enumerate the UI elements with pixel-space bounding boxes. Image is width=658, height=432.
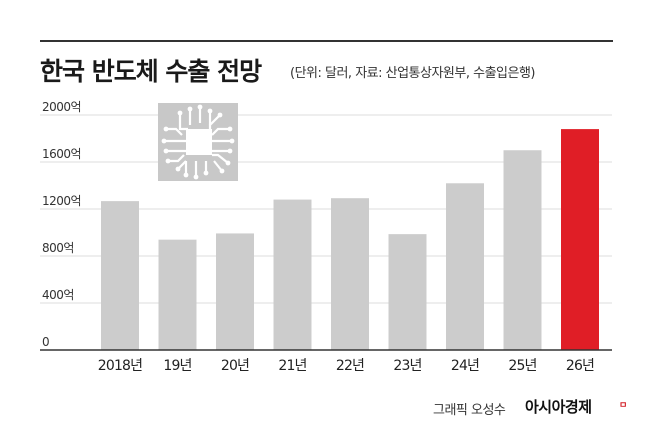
x-category-label: 22년 (336, 358, 364, 374)
bar (158, 239, 197, 350)
microchip-icon (158, 103, 238, 181)
y-tick-labels: 0 400억 800억 1200억 1600억 2000억 (42, 100, 82, 349)
chart-title: 한국 반도체 수출 전망 (40, 57, 262, 86)
chart-subtitle: (단위: 달러, 자료: 산업통상자원부, 수출입은행) (290, 66, 535, 81)
x-category-label: 19년 (163, 358, 191, 374)
bar (446, 183, 484, 350)
bars (101, 129, 599, 350)
x-category-label: 26년 (566, 358, 594, 374)
publisher-logo: 아시아경제 (525, 398, 592, 416)
x-category-labels: 2018년 19년 20년 21년 22년 23년 24년 25년 26년 (98, 358, 595, 374)
bar (273, 199, 312, 350)
x-category-label: 23년 (393, 358, 421, 374)
x-category-label: 20년 (221, 358, 249, 374)
publisher-logo-mark: ㅁ (619, 401, 628, 411)
bar (503, 150, 542, 350)
bar (388, 234, 427, 350)
bar-highlighted (561, 129, 599, 350)
y-tick-label: 1600억 (42, 147, 81, 161)
bar (216, 233, 254, 350)
x-category-label: 25년 (508, 358, 536, 374)
y-tick-label: 2000억 (42, 100, 81, 114)
y-tick-label: 400억 (42, 288, 74, 302)
y-tick-label: 1200억 (42, 194, 81, 208)
x-category-label: 2018년 (98, 358, 143, 374)
graphic-credit: 그래픽 오성수 (433, 403, 506, 418)
bar (101, 201, 139, 350)
y-tick-label: 800억 (42, 241, 74, 255)
x-category-label: 21년 (278, 358, 306, 374)
title-rule (40, 40, 613, 42)
bar (331, 198, 369, 350)
x-category-label: 24년 (451, 358, 479, 374)
y-tick-label: 0 (42, 335, 49, 349)
